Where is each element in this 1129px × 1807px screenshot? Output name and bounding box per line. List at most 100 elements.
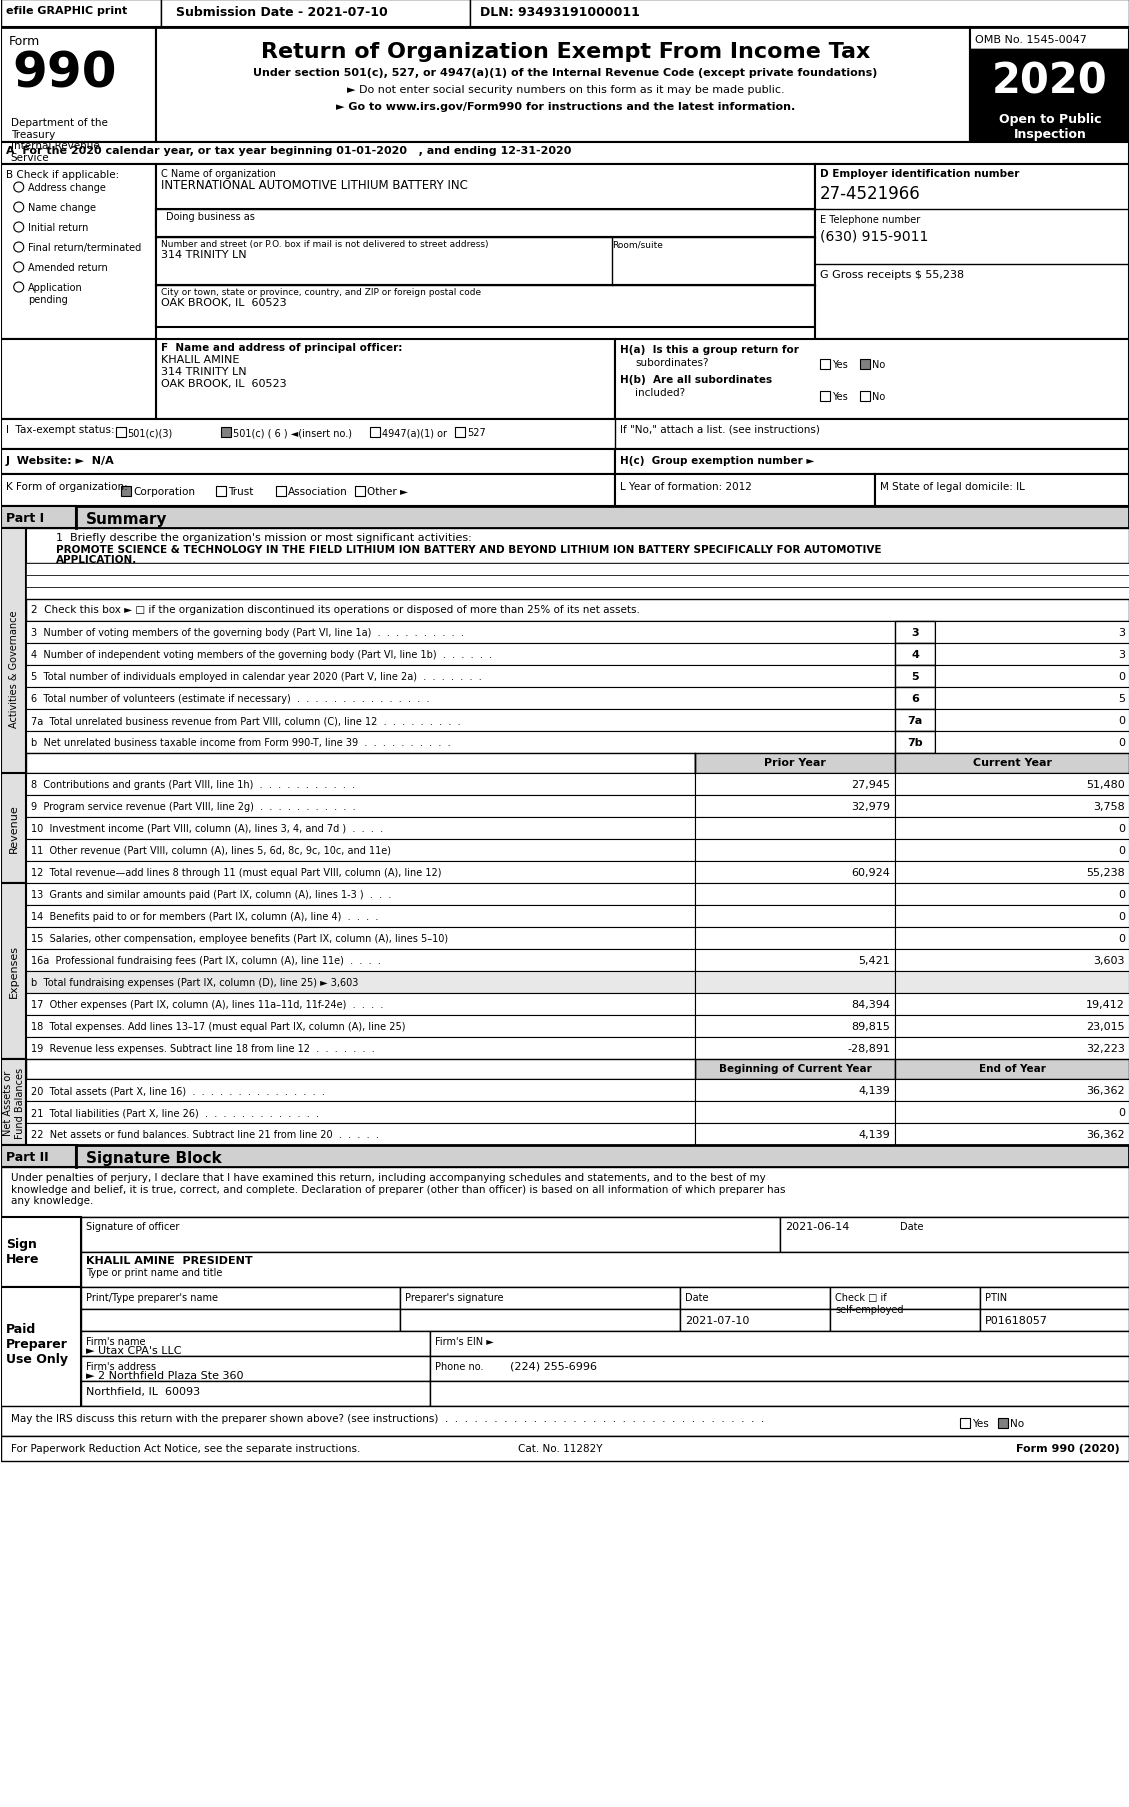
Text: 3,758: 3,758	[1093, 802, 1124, 811]
Text: L Year of formation: 2012: L Year of formation: 2012	[620, 482, 752, 492]
Bar	[695, 1016, 895, 1037]
Bar	[1, 27, 156, 143]
Text: 7a: 7a	[908, 716, 922, 726]
Bar	[895, 817, 1129, 840]
Bar	[275, 486, 286, 497]
Text: OAK BROOK, IL  60523: OAK BROOK, IL 60523	[160, 379, 287, 389]
Bar	[26, 587, 1129, 600]
FancyBboxPatch shape	[220, 428, 230, 437]
Text: 27-4521966: 27-4521966	[820, 184, 921, 202]
Text: Type or print name and title: Type or print name and title	[86, 1267, 222, 1278]
Text: Corporation: Corporation	[133, 486, 195, 497]
Text: 0: 0	[1118, 911, 1124, 922]
Bar	[1, 1287, 80, 1408]
Bar	[1, 1218, 80, 1287]
Text: 4  Number of independent voting members of the governing body (Part VI, line 1b): 4 Number of independent voting members o…	[30, 651, 492, 660]
Text: Check □ if
self-employed: Check □ if self-employed	[835, 1292, 903, 1314]
Text: efile GRAPHIC print: efile GRAPHIC print	[6, 5, 126, 16]
Bar	[1, 506, 1129, 529]
Text: (630) 915-9011: (630) 915-9011	[820, 229, 928, 244]
Text: 84,394: 84,394	[851, 999, 890, 1010]
Bar	[156, 210, 815, 239]
Bar	[401, 1310, 681, 1332]
Bar	[26, 754, 695, 773]
FancyBboxPatch shape	[998, 1418, 1008, 1428]
Bar	[695, 1102, 895, 1124]
Text: C Name of organization: C Name of organization	[160, 168, 275, 179]
Bar	[695, 754, 895, 773]
Text: 10  Investment income (Part VIII, column (A), lines 3, 4, and 7d )  .  .  .  .: 10 Investment income (Part VIII, column …	[30, 824, 383, 833]
Bar	[830, 1310, 980, 1332]
Text: J  Website: ►  N/A: J Website: ► N/A	[6, 455, 114, 466]
Bar	[895, 1079, 1129, 1102]
Text: 6  Total number of volunteers (estimate if necessary)  .  .  .  .  .  .  .  .  .: 6 Total number of volunteers (estimate i…	[30, 694, 429, 703]
Bar	[695, 927, 895, 949]
Text: b  Net unrelated business taxable income from Form 990-T, line 39  .  .  .  .  .: b Net unrelated business taxable income …	[30, 737, 450, 748]
Text: 4947(a)(1) or: 4947(a)(1) or	[383, 428, 447, 437]
Bar	[26, 773, 695, 795]
Text: Date: Date	[685, 1292, 709, 1303]
Text: 2021-07-10: 2021-07-10	[685, 1315, 750, 1325]
Bar	[1, 773, 26, 884]
Text: Doing business as: Doing business as	[166, 211, 254, 222]
Text: 1  Briefly describe the organization's mission or most significant activities:: 1 Briefly describe the organization's mi…	[55, 533, 472, 542]
Bar	[695, 905, 895, 927]
Bar	[615, 340, 1129, 419]
Text: 314 TRINITY LN: 314 TRINITY LN	[160, 249, 246, 260]
Bar	[26, 600, 1129, 622]
Text: 0: 0	[1118, 824, 1124, 833]
FancyBboxPatch shape	[860, 360, 870, 370]
Text: DLN: 93493191000011: DLN: 93493191000011	[481, 5, 640, 20]
Text: Activities & Governance: Activities & Governance	[9, 611, 19, 728]
Bar	[80, 1381, 430, 1406]
Text: 19  Revenue less expenses. Subtract line 18 from line 12  .  .  .  .  .  .  .: 19 Revenue less expenses. Subtract line …	[30, 1043, 375, 1053]
Bar	[695, 817, 895, 840]
Bar	[26, 732, 895, 754]
Bar	[895, 643, 935, 665]
Text: (224) 255-6996: (224) 255-6996	[510, 1361, 597, 1372]
Text: ► Do not enter social security numbers on this form as it may be made public.: ► Do not enter social security numbers o…	[347, 85, 785, 96]
Text: Final return/terminated: Final return/terminated	[28, 242, 141, 253]
Text: b  Total fundraising expenses (Part IX, column (D), line 25) ► 3,603: b Total fundraising expenses (Part IX, c…	[30, 978, 358, 987]
FancyBboxPatch shape	[121, 486, 131, 497]
Text: F  Name and address of principal officer:: F Name and address of principal officer:	[160, 343, 402, 352]
Text: 3: 3	[911, 627, 919, 638]
Bar	[895, 1059, 1129, 1079]
Bar	[615, 450, 1129, 475]
Text: Date: Date	[900, 1222, 924, 1231]
Bar	[26, 665, 895, 688]
Text: 0: 0	[1118, 737, 1124, 748]
Text: 0: 0	[1118, 934, 1124, 943]
Text: Form: Form	[9, 34, 40, 49]
Text: Under penalties of perjury, I declare that I have examined this return, includin: Under penalties of perjury, I declare th…	[10, 1173, 785, 1205]
Bar	[980, 1310, 1129, 1332]
Text: ► Utax CPA's LLC: ► Utax CPA's LLC	[86, 1344, 181, 1355]
Text: H(b)  Are all subordinates: H(b) Are all subordinates	[620, 374, 772, 385]
Text: No: No	[873, 360, 885, 370]
Text: PTIN: PTIN	[986, 1292, 1007, 1303]
Text: Net Assets or
Fund Balances: Net Assets or Fund Balances	[3, 1066, 25, 1138]
Text: included?: included?	[636, 389, 685, 398]
Text: 19,412: 19,412	[1086, 999, 1124, 1010]
Bar	[695, 1079, 895, 1102]
Bar	[471, 0, 1129, 27]
Bar	[80, 1332, 430, 1357]
Text: 0: 0	[1118, 846, 1124, 855]
Text: Firm's EIN ►: Firm's EIN ►	[436, 1335, 495, 1346]
Bar	[1, 1059, 26, 1146]
Bar	[895, 773, 1129, 795]
Text: Print/Type preparer's name: Print/Type preparer's name	[86, 1292, 218, 1303]
Bar	[895, 622, 935, 643]
Bar	[895, 949, 1129, 972]
Bar	[26, 688, 895, 710]
Bar	[895, 905, 1129, 927]
Text: Current Year: Current Year	[972, 757, 1051, 768]
Bar	[780, 1218, 1129, 1252]
Text: 4,139: 4,139	[858, 1129, 890, 1140]
Text: 14  Benefits paid to or for members (Part IX, column (A), line 4)  .  .  .  .: 14 Benefits paid to or for members (Part…	[30, 911, 378, 922]
Text: 314 TRINITY LN: 314 TRINITY LN	[160, 367, 246, 378]
Text: No: No	[1010, 1418, 1024, 1428]
Text: Other ►: Other ►	[367, 486, 409, 497]
Bar	[615, 475, 875, 506]
Bar	[370, 428, 380, 437]
